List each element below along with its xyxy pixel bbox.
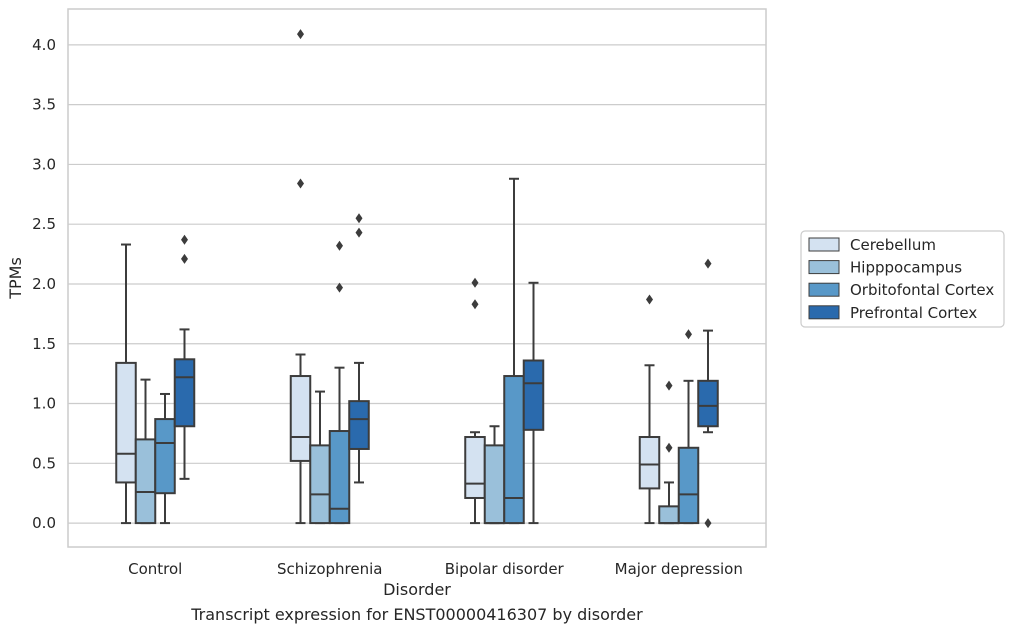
plot-frame <box>67 8 767 548</box>
box-cerebellum <box>115 243 137 525</box>
box-orbitofontal-cortex <box>154 392 176 525</box>
legend-swatch <box>808 260 840 275</box>
legend-item: Prefrontal Cortex <box>808 304 977 322</box>
box-hipppocampus <box>134 378 157 525</box>
box-iqr <box>348 400 370 450</box>
box-cerebellum <box>638 294 661 525</box>
box-iqr <box>522 359 545 431</box>
box-iqr <box>154 418 176 495</box>
x-tick-label: Schizophrenia <box>277 560 382 578</box>
box-hipppocampus <box>658 380 680 525</box>
box-iqr <box>658 505 680 525</box>
outlier-point <box>685 329 692 340</box>
outlier-point <box>181 253 188 264</box>
x-tick-label: Control <box>128 560 182 578</box>
chart-caption: Transcript expression for ENST0000041630… <box>191 605 643 624</box>
box-hipppocampus <box>309 390 331 525</box>
x-tick-label: Major depression <box>615 560 743 578</box>
legend-label: Orbitofontal Cortex <box>850 281 994 299</box>
legend-item: Hipppocampus <box>808 259 962 277</box>
y-tick-label: 3.5 <box>32 96 56 114</box>
box-iqr <box>697 379 719 428</box>
outlier-point <box>704 258 712 269</box>
outlier-point <box>471 277 479 288</box>
legend-item: Orbitofontal Cortex <box>808 281 994 299</box>
box-iqr <box>134 438 157 525</box>
legend-item: Cerebellum <box>808 236 936 254</box>
box-hipppocampus <box>483 425 506 525</box>
outlier-point <box>181 234 188 245</box>
box-iqr <box>677 446 700 525</box>
legend-label: Hipppocampus <box>850 259 962 277</box>
x-tick-labels: Control Schizophrenia Bipolar disorder Majo… <box>128 560 743 578</box>
y-tick-label: 1.0 <box>32 395 56 413</box>
box-iqr <box>503 375 525 525</box>
outlier-point <box>646 294 653 305</box>
box-iqr <box>309 444 331 525</box>
outlier-point <box>336 282 343 293</box>
box-cerebellum <box>464 277 486 525</box>
outlier-point <box>355 213 363 224</box>
y-tick-label: 0.5 <box>32 454 56 472</box>
y-tick-label: 0.0 <box>32 514 56 532</box>
box-iqr <box>289 375 312 462</box>
legend-label: Prefrontal Cortex <box>850 304 977 322</box>
box-groups <box>115 29 719 529</box>
legend-swatch <box>808 282 840 297</box>
outlier-point <box>336 240 343 251</box>
outlier-point <box>297 29 304 40</box>
box-prefrontal-cortex <box>697 258 719 529</box>
y-tick-labels: 0.0 0.5 1.0 1.5 2.0 2.5 3.0 3.5 4.0 <box>32 36 56 532</box>
y-tick-label: 1.5 <box>32 335 56 353</box>
box-prefrontal-cortex <box>522 281 545 525</box>
outlier-point <box>297 178 304 189</box>
box-iqr <box>173 358 196 428</box>
box-orbitofontal-cortex <box>503 177 525 525</box>
y-tick-label: 2.0 <box>32 275 56 293</box>
box-orbitofontal-cortex <box>328 240 351 525</box>
legend-swatch <box>808 237 840 252</box>
box-iqr <box>328 430 351 525</box>
box-prefrontal-cortex <box>348 213 370 484</box>
legend: Cerebellum Hipppocampus Orbitofontal Corte… <box>800 230 1005 328</box>
box-iqr <box>638 436 661 490</box>
legend-swatch <box>808 305 840 320</box>
y-tick-label: 3.0 <box>32 155 56 173</box>
box-iqr <box>464 436 486 499</box>
box-iqr <box>115 361 137 484</box>
outlier-point <box>665 442 673 453</box>
y-tick-label: 2.5 <box>32 215 56 233</box>
box-cerebellum <box>289 29 312 525</box>
box-prefrontal-cortex <box>173 234 196 480</box>
legend-label: Cerebellum <box>850 236 936 254</box>
outlier-point <box>355 227 363 238</box>
y-axis-label: TPMs <box>6 257 25 300</box>
x-axis-label: Disorder <box>383 580 451 599</box>
box-iqr <box>483 444 506 525</box>
y-tick-label: 4.0 <box>32 36 56 54</box>
outlier-point <box>471 299 479 310</box>
box-orbitofontal-cortex <box>677 329 700 525</box>
x-tick-label: Bipolar disorder <box>445 560 565 578</box>
legend-frame <box>800 230 1005 328</box>
outlier-point <box>704 518 712 529</box>
outlier-point <box>665 380 673 391</box>
